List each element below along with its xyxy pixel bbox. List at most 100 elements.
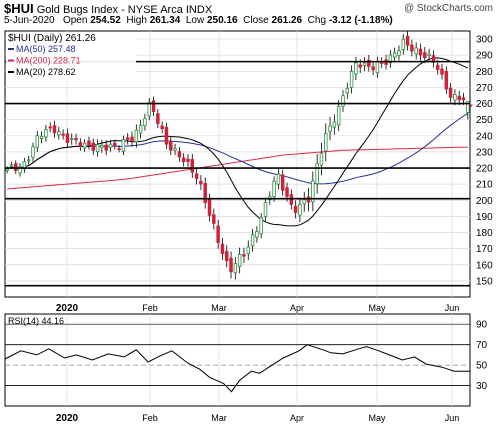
candle-down [380,62,384,64]
candle-up [121,139,126,152]
candle-up [354,62,358,75]
candle-down [448,87,453,98]
candle-down [181,157,186,163]
candle-up [39,135,44,139]
candle-up [100,144,104,148]
candle-down [367,59,371,67]
candle-up [392,52,397,58]
candle-down [190,159,195,173]
candle-up [134,129,139,143]
rsi-month-label: 2020 [56,413,79,424]
candle-up [82,142,87,149]
rsi-axis-tick-label: 30 [476,381,488,392]
rsi-month-label: Mar [211,413,227,423]
candle-down [156,113,160,125]
candle-up [263,202,268,217]
candle-down [306,196,311,203]
ma200-line [7,146,468,190]
price-month-label: Feb [142,303,158,313]
candle-up [259,217,263,235]
price-axis-tick-label: 280 [476,67,493,78]
candle-down [289,194,294,205]
chart-symbol: $HUI [4,1,34,16]
candle-up [324,133,328,152]
last-close-marker [468,104,473,108]
candle-down [423,52,427,59]
candle-down [220,243,225,254]
candle-down [65,133,70,143]
candle-up [18,166,22,174]
candle-down [87,140,91,146]
legend-entry: MA(50) 257.48 [16,44,76,54]
candle-up [319,152,324,166]
price-axis-tick-label: 290 [476,51,493,62]
candle-up [414,47,418,55]
candle-up [375,61,380,74]
candle-down [117,148,121,150]
price-panel-frame [4,30,471,298]
candle-up [233,263,238,274]
candle-down [216,225,220,243]
candle-down [199,180,203,185]
candle-down [440,68,444,75]
legend-background [6,32,136,78]
price-axis-tick-label: 230 [476,147,493,158]
rsi-month-label: May [368,413,386,423]
candle-up [388,54,393,64]
candle-up [95,144,100,153]
rsi-axis-tick-label: 50 [476,361,488,372]
candle-down [358,64,362,68]
candle-up [427,53,431,56]
candle-up [298,204,302,216]
ma20-line [24,57,469,227]
price-month-label: Jun [445,303,460,313]
candle-up [311,180,315,203]
legend-title: $HUI (Daily) 261.26 [8,33,96,44]
price-axis-tick-label: 170 [476,244,493,255]
candle-down [194,173,199,179]
candle-up [336,105,341,126]
candle-up [143,118,147,127]
candle-up [302,199,306,205]
price-axis-tick-label: 220 [476,164,493,175]
price-month-label: Mar [211,303,227,313]
candle-up [341,95,345,107]
price-month-label: May [368,303,386,313]
candle-up [70,138,74,141]
legend-entry: MA(20) 278.62 [16,67,76,77]
rsi-month-label: Apr [290,413,304,423]
candle-up [26,159,31,162]
candle-up [173,148,177,151]
candle-up [57,131,61,136]
low-label: Low [185,15,205,26]
candle-down [113,142,117,147]
candle-down [457,95,461,101]
candle-up [250,234,255,247]
candle-down [225,251,229,262]
candle-down [14,163,18,172]
candle-down [293,205,298,213]
candle-down [212,214,216,224]
candle-down [48,126,52,129]
rsi-month-label: Jun [445,413,460,423]
price-month-label: Apr [290,303,304,313]
candle-up [5,168,9,172]
candle-down [186,158,190,162]
candle-down [61,133,65,136]
candle-up [237,253,242,267]
price-axis-tick-label: 190 [476,212,493,223]
legend-entry: MA(200) 228.71 [16,56,81,66]
candle-up [9,164,14,167]
chart-name: Gold Bugs Index - NYSE Arca INDX [36,4,213,16]
price-axis-tick-label: 150 [476,276,493,287]
price-axis-tick-label: 180 [476,228,493,239]
chart-title-line: $HUI Gold Bugs Index - NYSE Arca INDX [4,1,212,16]
candle-up [138,124,143,134]
candle-up [332,121,337,128]
quote-date: 5-Jun-2020 [4,15,55,26]
candle-up [401,38,405,50]
chg-label: Chg [307,15,327,26]
high-label: High [126,15,147,26]
candle-down [91,142,95,151]
